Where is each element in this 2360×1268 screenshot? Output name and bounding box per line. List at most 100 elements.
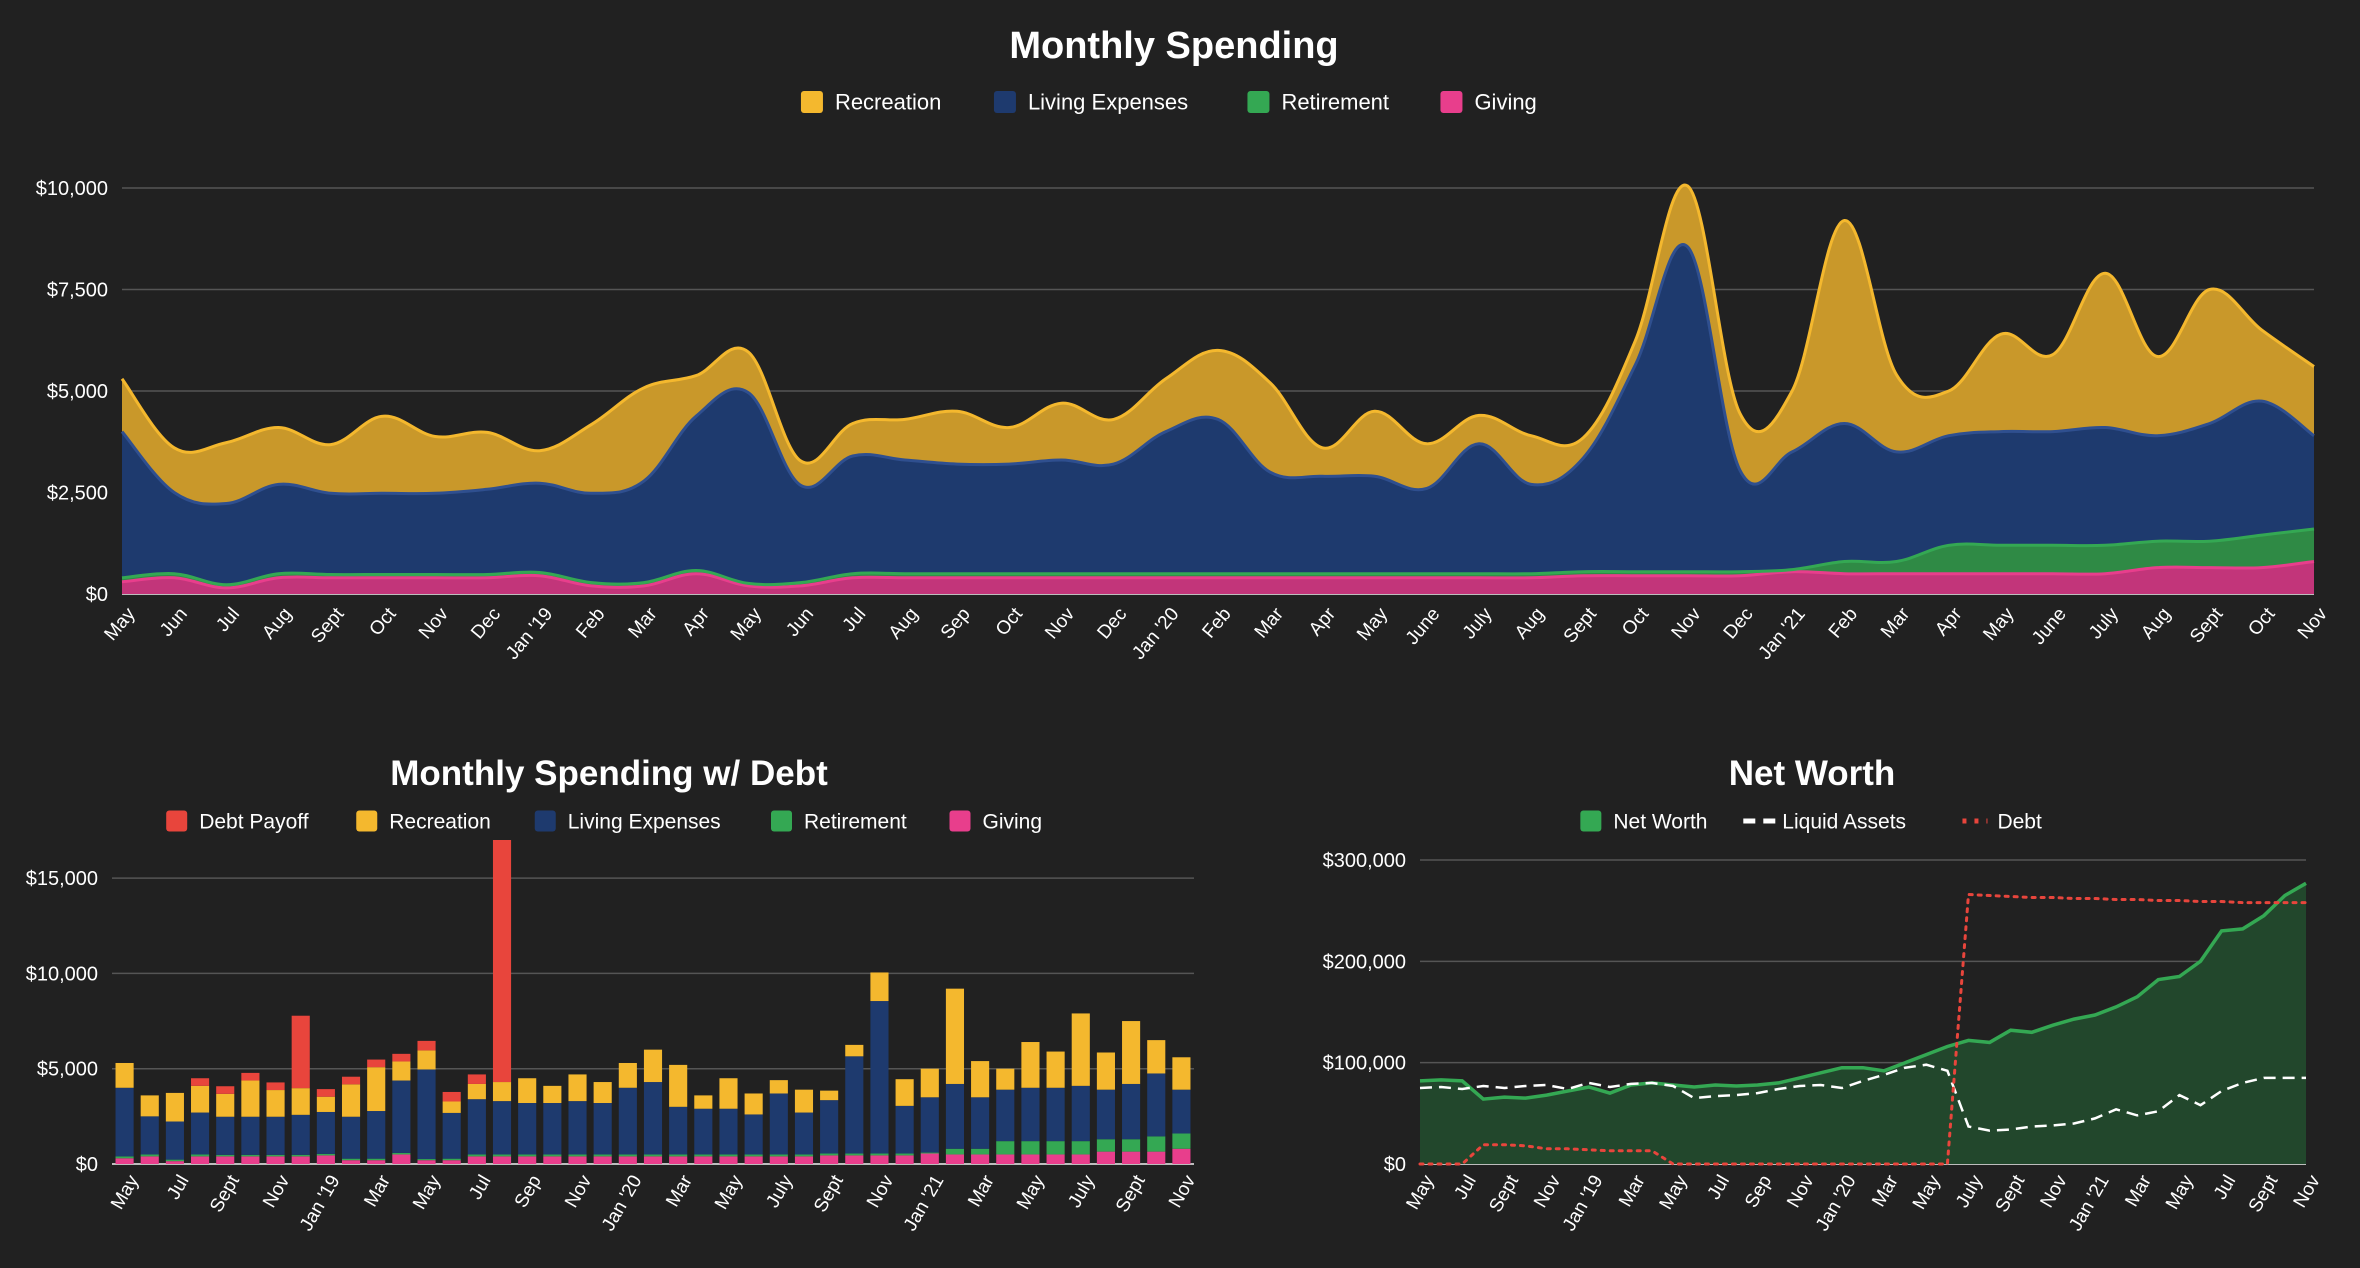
x-tick-label: Aug [258, 604, 296, 643]
living-expenses-bar [769, 1093, 788, 1155]
legend-label: Living Expenses [568, 810, 721, 833]
giving-bar [971, 1154, 990, 1164]
giving-bar [719, 1156, 738, 1164]
y-tick-label: $5,000 [47, 381, 108, 403]
legend[interactable]: Debt Payoff Recreation Living Expenses Reti… [166, 810, 1042, 833]
recreation-bar [1021, 1042, 1040, 1088]
retirement-bar [719, 1154, 738, 1157]
legend-item-debt-payoff[interactable]: Debt Payoff [166, 810, 309, 833]
recreation-bar [492, 1082, 512, 1102]
legend-item-giving[interactable]: Giving [949, 810, 1043, 833]
living-expenses-bar [1122, 1083, 1141, 1140]
living-expenses-area [122, 244, 2314, 595]
x-tick-label: Aug [1511, 604, 1549, 643]
giving-bar [140, 1156, 159, 1164]
legend-item-living-expenses[interactable]: Living Expenses [993, 90, 1188, 115]
x-tick-label: May [1979, 604, 2018, 645]
recreation-bar [241, 1080, 260, 1117]
x-tick-label: July [762, 1171, 797, 1211]
x-tick-label: June [1402, 604, 1445, 649]
legend-item-retirement[interactable]: Retirement [771, 810, 907, 833]
retirement-bar [392, 1152, 411, 1155]
giving-bar [669, 1156, 688, 1164]
retirement-swatch [1247, 91, 1270, 113]
living-expenses-bar [1096, 1089, 1115, 1140]
legend-label: Living Expenses [1028, 90, 1188, 115]
living-expenses-bar [392, 1080, 411, 1153]
giving-bar [996, 1154, 1015, 1164]
x-tick-label: Jan '21 [2065, 1172, 2114, 1235]
legend-item-recreation[interactable]: Recreation [800, 90, 941, 115]
chart-title: Monthly Spending [1009, 25, 1338, 67]
retirement-bar [1071, 1141, 1090, 1155]
retirement-bar [165, 1159, 184, 1162]
recreation-bar [618, 1062, 637, 1088]
x-tick-label: Oct [2244, 603, 2280, 640]
retirement-bar [794, 1154, 814, 1157]
plot-area [115, 840, 1191, 1164]
x-tick-label: Jul [1451, 1172, 1481, 1204]
giving-bar [165, 1161, 184, 1164]
recreation-bar [392, 1061, 411, 1081]
retirement-bar [1122, 1139, 1141, 1152]
giving-swatch [949, 810, 971, 832]
giving-bar [895, 1155, 914, 1164]
giving-bar [1096, 1151, 1115, 1164]
retirement-bar [241, 1154, 260, 1157]
x-tick-label: Jul [2210, 1172, 2240, 1204]
legend-label: Liquid Assets [1782, 810, 1906, 833]
x-tick-label: Jul [163, 1172, 193, 1204]
x-tick-label: Nov [561, 1171, 596, 1211]
recreation-bar [266, 1090, 285, 1117]
retirement-bar [543, 1154, 562, 1157]
legend-item-net-worth[interactable]: Net Worth [1580, 810, 1708, 833]
legend-item-debt[interactable]: Debt [1962, 810, 2042, 833]
giving-bar [1021, 1154, 1040, 1164]
legend-item-giving[interactable]: Giving [1440, 90, 1537, 115]
living-expenses-bar [744, 1114, 763, 1155]
recreation-bar [367, 1067, 386, 1112]
giving-bar [291, 1156, 310, 1164]
legend-item-recreation[interactable]: Recreation [356, 810, 491, 833]
giving-bar [845, 1155, 864, 1164]
debt-payoff-bar [241, 1072, 260, 1081]
y-axis: $0 $5,000 $10,000 $15,000 [26, 868, 98, 1176]
living-expenses-bar [618, 1087, 637, 1155]
x-tick-label: Oct [1618, 603, 1654, 640]
legend-item-liquid-assets[interactable]: Liquid Assets [1743, 810, 1906, 833]
giving-bar [191, 1156, 210, 1164]
retirement-bar [744, 1154, 763, 1157]
legend[interactable]: Net Worth Liquid Assets Debt [1580, 810, 2042, 833]
giving-bar [492, 1156, 512, 1164]
x-tick-label: Jul [465, 1172, 495, 1204]
recreation-bar [669, 1064, 688, 1107]
x-tick-label: Mar [1251, 603, 1289, 642]
legend-item-living-expenses[interactable]: Living Expenses [534, 810, 721, 833]
giving-bar [920, 1153, 939, 1164]
legend-label: Giving [983, 810, 1043, 833]
legend-item-retirement[interactable]: Retirement [1247, 90, 1389, 115]
retirement-bar [367, 1158, 386, 1161]
x-tick-label: Dec [467, 604, 505, 643]
retirement-bar [920, 1152, 939, 1154]
living-expenses-bar [216, 1116, 235, 1155]
recreation-bar [216, 1093, 235, 1117]
x-tick-label: Aug [2137, 604, 2175, 643]
recreation-bar [291, 1088, 310, 1115]
recreation-bar [996, 1068, 1015, 1090]
retirement-bar [341, 1158, 361, 1161]
x-tick-label: Jul [839, 604, 871, 636]
living-expenses-bar [1071, 1085, 1090, 1142]
x-tick-label: May [711, 1171, 747, 1213]
recreation-bar [191, 1085, 210, 1113]
recreation-bar [593, 1082, 612, 1104]
living-expenses-bar [895, 1105, 914, 1154]
legend[interactable]: Recreation Living Expenses Retirement Givin… [800, 90, 1537, 115]
x-tick-label: May [1656, 1171, 1692, 1213]
x-tick-label: Jan '20 [598, 1172, 647, 1235]
x-tick-label: Nov [1668, 604, 1706, 644]
x-tick-label: Nov [1530, 1171, 1565, 1211]
living-expenses-bar [291, 1114, 310, 1155]
